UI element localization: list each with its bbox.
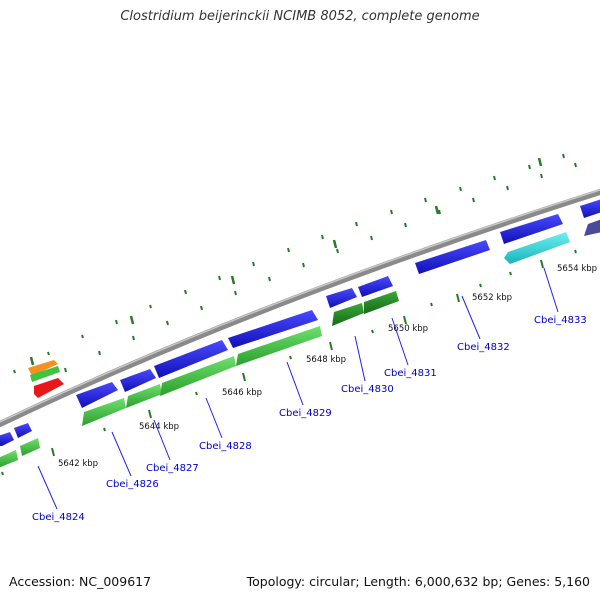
map-title: Clostridium beijerinckii NCIMB 8052, com…	[120, 9, 480, 24]
forward-cds	[14, 423, 32, 438]
leader-line	[543, 267, 559, 313]
small-features-left	[28, 360, 64, 398]
gene-label: Cbei_4832	[457, 342, 510, 353]
accession-label: Accession: NC_009617	[9, 574, 152, 589]
tick-dots-near	[64, 162, 577, 373]
scale-label: 5652 kbp	[472, 293, 512, 303]
forward-cds	[120, 369, 156, 392]
forward-cds	[500, 214, 563, 244]
leader-line	[391, 317, 409, 366]
leader-line	[37, 465, 58, 510]
forward-cds	[228, 310, 318, 348]
red-feature	[34, 378, 64, 398]
gene-label: Cbei_4830	[341, 384, 394, 395]
tick-dots-major	[29, 157, 543, 366]
leader-lines	[37, 267, 559, 510]
forward-cds	[0, 432, 14, 446]
reverse-cds	[126, 384, 162, 408]
gene-label: Cbei_4829	[279, 408, 332, 419]
scale-label: 5644 kbp	[139, 422, 179, 432]
leader-line	[461, 295, 481, 340]
reverse-strand-features	[0, 219, 600, 468]
slate-feature	[584, 219, 600, 236]
gene-label: Cbei_4826	[106, 479, 159, 490]
scale-labels: 5642 kbp 5644 kbp 5646 kbp 5648 kbp 5650…	[58, 264, 597, 469]
topology-label: Topology: circular; Length: 6,000,632 bp…	[246, 574, 590, 589]
reverse-cds	[160, 356, 236, 396]
reverse-cds-dark	[364, 291, 399, 314]
forward-cds	[415, 240, 490, 274]
leader-line	[286, 361, 304, 406]
scale-label: 5650 kbp	[388, 324, 428, 334]
green-small-feature	[30, 366, 60, 382]
tick-dots-far	[13, 153, 565, 374]
scale-label: 5646 kbp	[222, 388, 262, 398]
reverse-cds-dark	[332, 303, 364, 326]
scale-label: 5648 kbp	[306, 355, 346, 365]
leader-line	[153, 419, 171, 461]
forward-strand-features	[0, 199, 600, 446]
scale-label: 5654 kbp	[557, 264, 597, 274]
outer-tick-ring	[13, 153, 577, 374]
cyan-feature	[504, 232, 570, 264]
reverse-cds	[0, 450, 18, 468]
leader-line	[111, 431, 132, 477]
gene-label: Cbei_4824	[32, 512, 85, 523]
forward-cds	[326, 288, 357, 308]
leader-line	[205, 397, 223, 439]
gene-label: Cbei_4827	[146, 463, 199, 474]
scale-label: 5642 kbp	[58, 459, 98, 469]
forward-cds	[580, 199, 600, 218]
gene-labels: Cbei_4824 Cbei_4826 Cbei_4827 Cbei_4828 …	[32, 315, 587, 523]
gene-label: Cbei_4833	[534, 315, 587, 326]
leader-line	[354, 335, 366, 382]
reverse-cds	[82, 398, 126, 426]
reverse-cds	[236, 326, 322, 366]
forward-cds	[154, 340, 228, 378]
gene-label: Cbei_4828	[199, 441, 252, 452]
genome-backbone	[0, 189, 600, 427]
inner-scale-ticks	[1, 249, 577, 476]
gene-label: Cbei_4831	[384, 368, 437, 379]
reverse-cds	[20, 438, 40, 456]
forward-cds	[76, 382, 118, 408]
forward-cds	[358, 276, 393, 297]
orange-feature	[28, 360, 58, 376]
